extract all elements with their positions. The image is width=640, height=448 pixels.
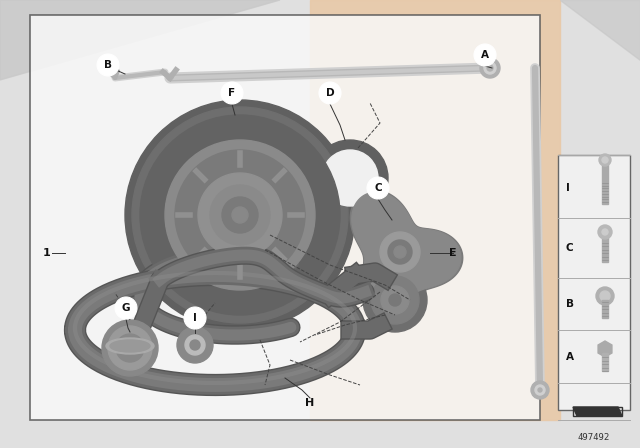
Circle shape <box>102 320 158 376</box>
Circle shape <box>222 197 258 233</box>
Circle shape <box>480 58 500 78</box>
Circle shape <box>474 44 496 66</box>
Circle shape <box>116 334 144 362</box>
Text: A: A <box>481 50 489 60</box>
Circle shape <box>596 287 614 305</box>
Circle shape <box>175 150 305 280</box>
Text: E: E <box>449 248 457 258</box>
Circle shape <box>381 286 409 314</box>
Circle shape <box>232 207 248 223</box>
Text: A: A <box>566 352 574 362</box>
Circle shape <box>598 225 612 239</box>
Circle shape <box>185 335 205 355</box>
Circle shape <box>599 154 611 166</box>
Text: D: D <box>326 88 334 98</box>
Text: C: C <box>566 243 573 253</box>
Circle shape <box>140 115 340 315</box>
Circle shape <box>108 326 152 370</box>
Text: I: I <box>566 183 570 193</box>
FancyBboxPatch shape <box>602 300 608 318</box>
Polygon shape <box>560 0 640 60</box>
Circle shape <box>319 82 341 104</box>
Circle shape <box>165 140 315 290</box>
Circle shape <box>535 385 545 395</box>
Circle shape <box>487 65 493 71</box>
Circle shape <box>115 297 137 319</box>
Text: G: G <box>122 303 131 313</box>
Polygon shape <box>598 341 612 357</box>
FancyBboxPatch shape <box>602 353 608 371</box>
Polygon shape <box>310 0 560 420</box>
Polygon shape <box>352 192 461 303</box>
Circle shape <box>221 82 243 104</box>
FancyBboxPatch shape <box>30 15 540 420</box>
Circle shape <box>363 268 427 332</box>
Circle shape <box>132 107 348 323</box>
Circle shape <box>210 185 270 245</box>
Circle shape <box>602 157 608 163</box>
Text: 1: 1 <box>43 248 51 258</box>
Text: B: B <box>566 299 574 309</box>
Text: F: F <box>228 88 236 98</box>
Circle shape <box>600 291 610 301</box>
Circle shape <box>380 232 420 272</box>
Circle shape <box>190 340 200 350</box>
Ellipse shape <box>110 340 150 352</box>
Circle shape <box>538 388 542 392</box>
Text: C: C <box>374 183 382 193</box>
Circle shape <box>531 381 549 399</box>
Circle shape <box>184 307 206 329</box>
Ellipse shape <box>106 338 154 354</box>
Circle shape <box>198 173 282 257</box>
Circle shape <box>484 62 496 74</box>
Circle shape <box>367 177 389 199</box>
Circle shape <box>97 54 119 76</box>
Polygon shape <box>0 0 280 80</box>
Text: 497492: 497492 <box>578 432 610 441</box>
Polygon shape <box>350 190 463 305</box>
Circle shape <box>177 327 213 363</box>
Circle shape <box>371 276 419 324</box>
Text: B: B <box>104 60 112 70</box>
FancyBboxPatch shape <box>602 164 608 204</box>
Circle shape <box>125 100 355 330</box>
Circle shape <box>602 229 608 235</box>
FancyBboxPatch shape <box>558 155 630 410</box>
Text: I: I <box>193 313 197 323</box>
Text: H: H <box>305 398 315 408</box>
Circle shape <box>322 150 378 206</box>
Polygon shape <box>573 407 622 416</box>
Circle shape <box>388 240 412 264</box>
FancyBboxPatch shape <box>602 236 608 262</box>
Circle shape <box>394 246 406 258</box>
Circle shape <box>389 294 401 306</box>
Circle shape <box>312 140 388 216</box>
